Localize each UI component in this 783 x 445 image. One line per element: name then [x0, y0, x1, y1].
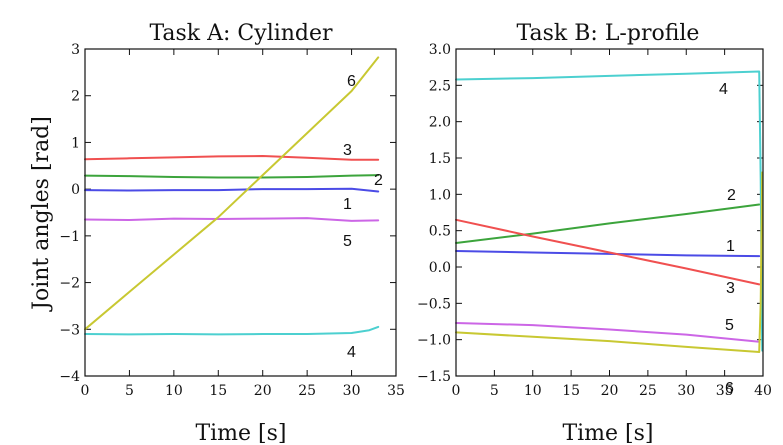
- chart-a-xtick-label: 10: [165, 383, 183, 399]
- chart-a-ytick-label: 2: [71, 89, 80, 105]
- chart-b-label-4: 4: [719, 81, 728, 98]
- chart-a-ytick-label: 3: [71, 42, 80, 58]
- chart-b-ticks: 0 5 10 15 20 25 30 35 40−1.5−1.0−0.50.00.51.01.5…: [417, 42, 772, 399]
- chart-b-xtick-label: 15: [562, 383, 580, 399]
- chart-a-series: [84, 56, 380, 336]
- chart-b-x-axis-label: Time [s]: [562, 421, 653, 445]
- chart-a-series-4: [84, 325, 380, 336]
- chart-a-ytick-label: −1: [59, 229, 80, 245]
- chart-a-xtick-label: 20: [254, 383, 272, 399]
- chart-b-xtick-label: 0: [452, 383, 461, 399]
- chart-a-xtick-label: 25: [298, 383, 316, 399]
- chart-a-xtick-label: 15: [209, 383, 227, 399]
- chart-b-ytick-label: 1.0: [429, 187, 451, 203]
- chart-b-label-5: 5: [725, 317, 734, 334]
- chart-a-series-2: [84, 174, 380, 179]
- chart-a-series-5: [84, 217, 380, 222]
- chart-b-series-labels: 4 2 1 3 5 6: [719, 81, 736, 397]
- chart-a-xtick-label: 0: [81, 383, 90, 399]
- chart-b-ytick-label: 0.0: [429, 260, 451, 276]
- chart-a-ytick-label: 1: [71, 135, 80, 151]
- chart-a-frame: [84, 48, 397, 377]
- chart-b-label-2: 2: [727, 187, 736, 204]
- chart-b-xtick-label: 30: [677, 383, 695, 399]
- chart-a-series-6: [84, 56, 380, 331]
- chart-a-label-6: 6: [347, 73, 356, 90]
- chart-b-ytick-label: 2.5: [429, 78, 451, 94]
- chart-a-label-2: 2: [374, 172, 383, 189]
- chart-b-label-3: 3: [726, 280, 735, 297]
- chart-b-ytick-label: −1.5: [417, 369, 451, 385]
- chart-b-series-4: [455, 70, 764, 352]
- chart-b-ytick-label: 1.5: [429, 151, 451, 167]
- chart-b-ytick-label: 2.0: [429, 115, 451, 131]
- chart-a-ytick-label: −3: [59, 322, 80, 338]
- chart-b-series: [455, 70, 764, 353]
- chart-b-ytick-label: −1.0: [417, 333, 451, 349]
- chart-b-ytick-label: 0.5: [429, 224, 451, 240]
- chart-b-ytick-label: 3.0: [429, 42, 451, 58]
- chart-b-series-1: [455, 250, 761, 258]
- chart-task-b: Task B: L-profile Time [s] 0 5 10 15 20 25 30 3…: [417, 21, 772, 445]
- chart-b-xtick-label: 40: [754, 383, 772, 399]
- chart-a-ytick-label: 0: [71, 182, 80, 198]
- chart-b-xtick-label: 5: [490, 383, 499, 399]
- chart-a-series-1: [84, 187, 380, 193]
- chart-b-xtick-label: 25: [639, 383, 657, 399]
- chart-b-title: Task B: L-profile: [517, 21, 700, 46]
- chart-b-label-1: 1: [726, 238, 735, 255]
- chart-b-label-6: 6: [725, 380, 734, 397]
- chart-b-xtick-label: 20: [601, 383, 619, 399]
- chart-a-label-4: 4: [347, 344, 356, 361]
- chart-a-xtick-label: 5: [125, 383, 134, 399]
- chart-a-x-axis-label: Time [s]: [195, 421, 286, 445]
- chart-b-ytick-label: −0.5: [417, 296, 451, 312]
- chart-b-series-3: [455, 218, 761, 286]
- chart-b-xtick-label: 35: [716, 383, 734, 399]
- chart-a-series-3: [84, 155, 380, 161]
- chart-a-label-3: 3: [343, 142, 352, 159]
- chart-a-ytick-label: −4: [59, 369, 80, 385]
- chart-b-frame: [455, 48, 764, 377]
- chart-a-label-1: 1: [343, 196, 352, 213]
- chart-b-series-6: [455, 171, 764, 353]
- chart-b-series-2: [455, 203, 761, 244]
- chart-a-ytick-label: −2: [59, 276, 80, 292]
- chart-a-xtick-label: 30: [343, 383, 361, 399]
- chart-a-title: Task A: Cylinder: [149, 21, 333, 46]
- chart-task-a: Task A: Cylinder Time [s] 0 5 10 15 20 25 30 35…: [59, 21, 405, 445]
- chart-a-xtick-label: 35: [387, 383, 405, 399]
- chart-b-series-5: [455, 322, 761, 343]
- chart-a-series-labels: 6 3 2 1 5 4: [343, 73, 383, 361]
- chart-a-label-5: 5: [343, 233, 352, 250]
- chart-b-xtick-label: 10: [524, 383, 542, 399]
- y-axis-label: Joint angles [rad]: [29, 116, 54, 312]
